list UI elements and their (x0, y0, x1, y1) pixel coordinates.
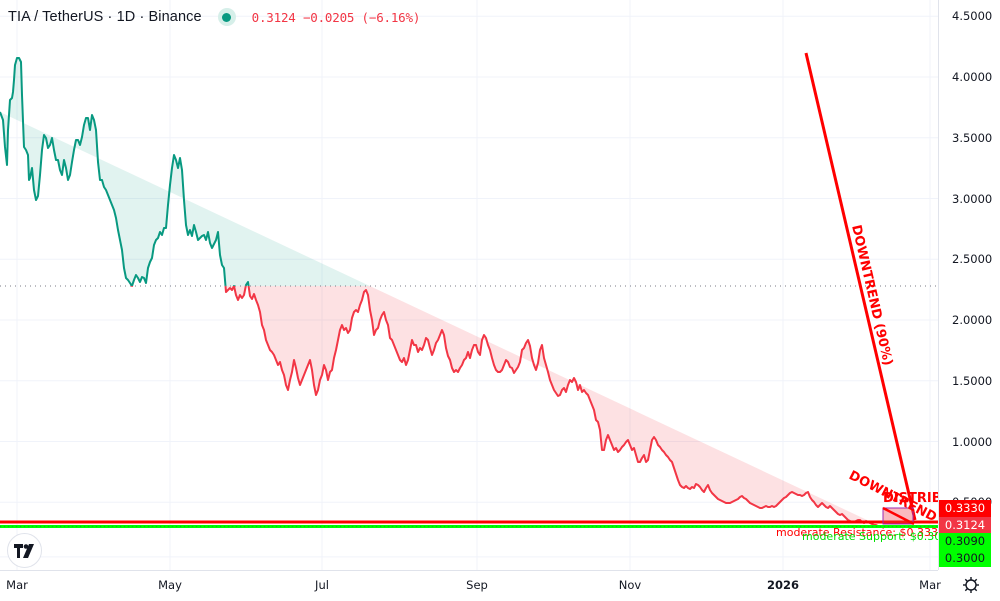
level-price-tag: 0.3090 (939, 533, 991, 550)
last-price-tag: 0.3124 (939, 517, 991, 534)
level-price-tag: 0.3330 (939, 500, 991, 517)
distribution-label: DISTRIBU (883, 491, 938, 506)
chart-header: TIA / TetherUS · 1D · Binance 0.3124 −0.… (8, 6, 420, 28)
price-tick-label: 2.5000 (952, 252, 993, 267)
support-label: moderate Support: $0.309 (802, 530, 938, 543)
price-tick-label: 3.5000 (952, 130, 993, 145)
price-tick-label: 1.0000 (952, 434, 993, 449)
time-tick-label: Nov (618, 578, 642, 592)
price-axis[interactable]: 4.5000 4.0000 3.5000 3.0000 2.5000 2.0000 1.50… (938, 0, 1000, 570)
time-tick-label: 2026 (766, 578, 800, 592)
tradingview-logo-icon (13, 543, 34, 558)
settings-gear-icon[interactable] (962, 576, 980, 594)
price-tick-label: 4.0000 (952, 70, 993, 84)
time-tick-label: Sep (466, 578, 488, 592)
tradingview-logo[interactable] (7, 533, 42, 568)
price-line-up (0, 57, 250, 286)
time-tick-label: Mar (919, 578, 941, 592)
price-tick-label: 3.0000 (952, 191, 993, 206)
level-price-tag: 0.3000 (939, 550, 991, 567)
price-tick-label: 4.5000 (952, 9, 993, 24)
price-tick-label: 1.5000 (952, 373, 993, 388)
symbol-title[interactable]: TIA / TetherUS · 1D · Binance (8, 9, 202, 25)
downtrend-label: DOWNTREND (90%) (848, 224, 895, 368)
up-fill (0, 58, 370, 286)
price-tick-label: 2.0000 (952, 313, 993, 327)
market-open-dot-icon (222, 12, 232, 22)
time-tick-label: May (158, 578, 182, 592)
price-change-pct: (−6.16%) (361, 9, 421, 25)
time-axis[interactable]: Mar May Jul Sep Nov 2026 Mar (0, 570, 941, 601)
quote-summary: 0.3124 −0.0205 (−6.16%) (252, 10, 421, 25)
time-tick-label: Mar (6, 578, 28, 592)
price-plot[interactable]: DOWNTREND (90%)DOWNTREND (7DISTRIBUmoder… (0, 0, 938, 570)
price-line-down (130, 286, 885, 529)
grid-lines (0, 0, 938, 570)
down-fill (132, 286, 884, 528)
drawing-overlays: DOWNTREND (90%)DOWNTREND (7DISTRIBUmoder… (0, 52, 938, 543)
market-status-indicator (217, 8, 236, 26)
short-trend-line[interactable] (882, 506, 915, 526)
time-tick-label: Jul (315, 578, 329, 592)
last-price: 0.3124 (251, 9, 296, 25)
price-area (0, 57, 885, 529)
downtrend-line[interactable] (804, 52, 917, 521)
price-change: −0.0205 (302, 9, 355, 25)
resistance-label: moderate Resistance: $0.333 (776, 526, 938, 539)
